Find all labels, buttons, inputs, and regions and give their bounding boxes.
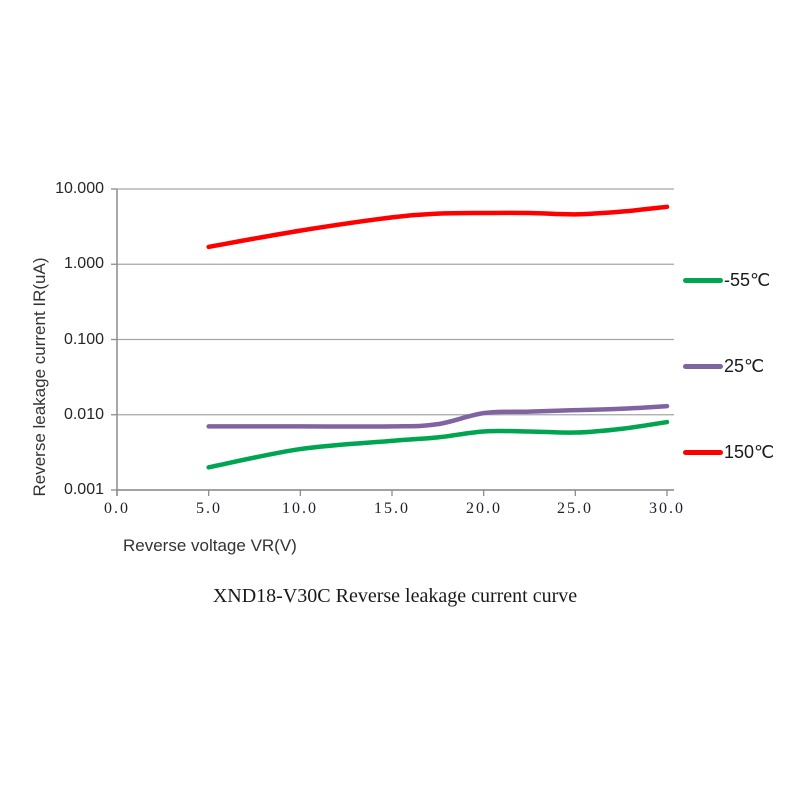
- legend-swatch: [683, 449, 723, 455]
- y-tick-label: 0.010: [63, 406, 104, 423]
- legend-label: 150℃: [724, 441, 775, 462]
- legend-swatch: [683, 277, 723, 283]
- x-tick-label: 30.0: [649, 500, 685, 517]
- y-tick-label: 0.001: [63, 481, 104, 498]
- legend-item: -55℃: [683, 268, 770, 292]
- legend-item: 25℃: [683, 354, 764, 378]
- series-line-150℃: [206, 204, 670, 250]
- series-line--55℃: [206, 419, 670, 470]
- legend-item: 150℃: [683, 440, 774, 464]
- series-line-25℃: [206, 403, 670, 429]
- x-tick-label: 0.0: [104, 500, 130, 517]
- legend-label: -55℃: [724, 269, 771, 290]
- legend-swatch: [683, 363, 723, 369]
- y-tick-label: 1.000: [63, 255, 104, 272]
- y-axis-title: Reverse leakage current IR(uA): [30, 257, 49, 497]
- x-axis-title: Reverse voltage VR(V): [123, 536, 297, 555]
- chart-title: XND18-V30C Reverse leakage current curve: [212, 585, 578, 607]
- x-tick-label: 5.0: [196, 500, 222, 517]
- x-tick-label: 10.0: [282, 500, 318, 517]
- x-tick-label: 15.0: [374, 500, 410, 517]
- x-tick-label: 20.0: [466, 500, 502, 517]
- y-tick-label: 0.100: [63, 331, 104, 348]
- y-tick-label: 10.000: [55, 180, 104, 197]
- legend-label: 25℃: [724, 355, 765, 376]
- x-tick-label: 25.0: [557, 500, 593, 517]
